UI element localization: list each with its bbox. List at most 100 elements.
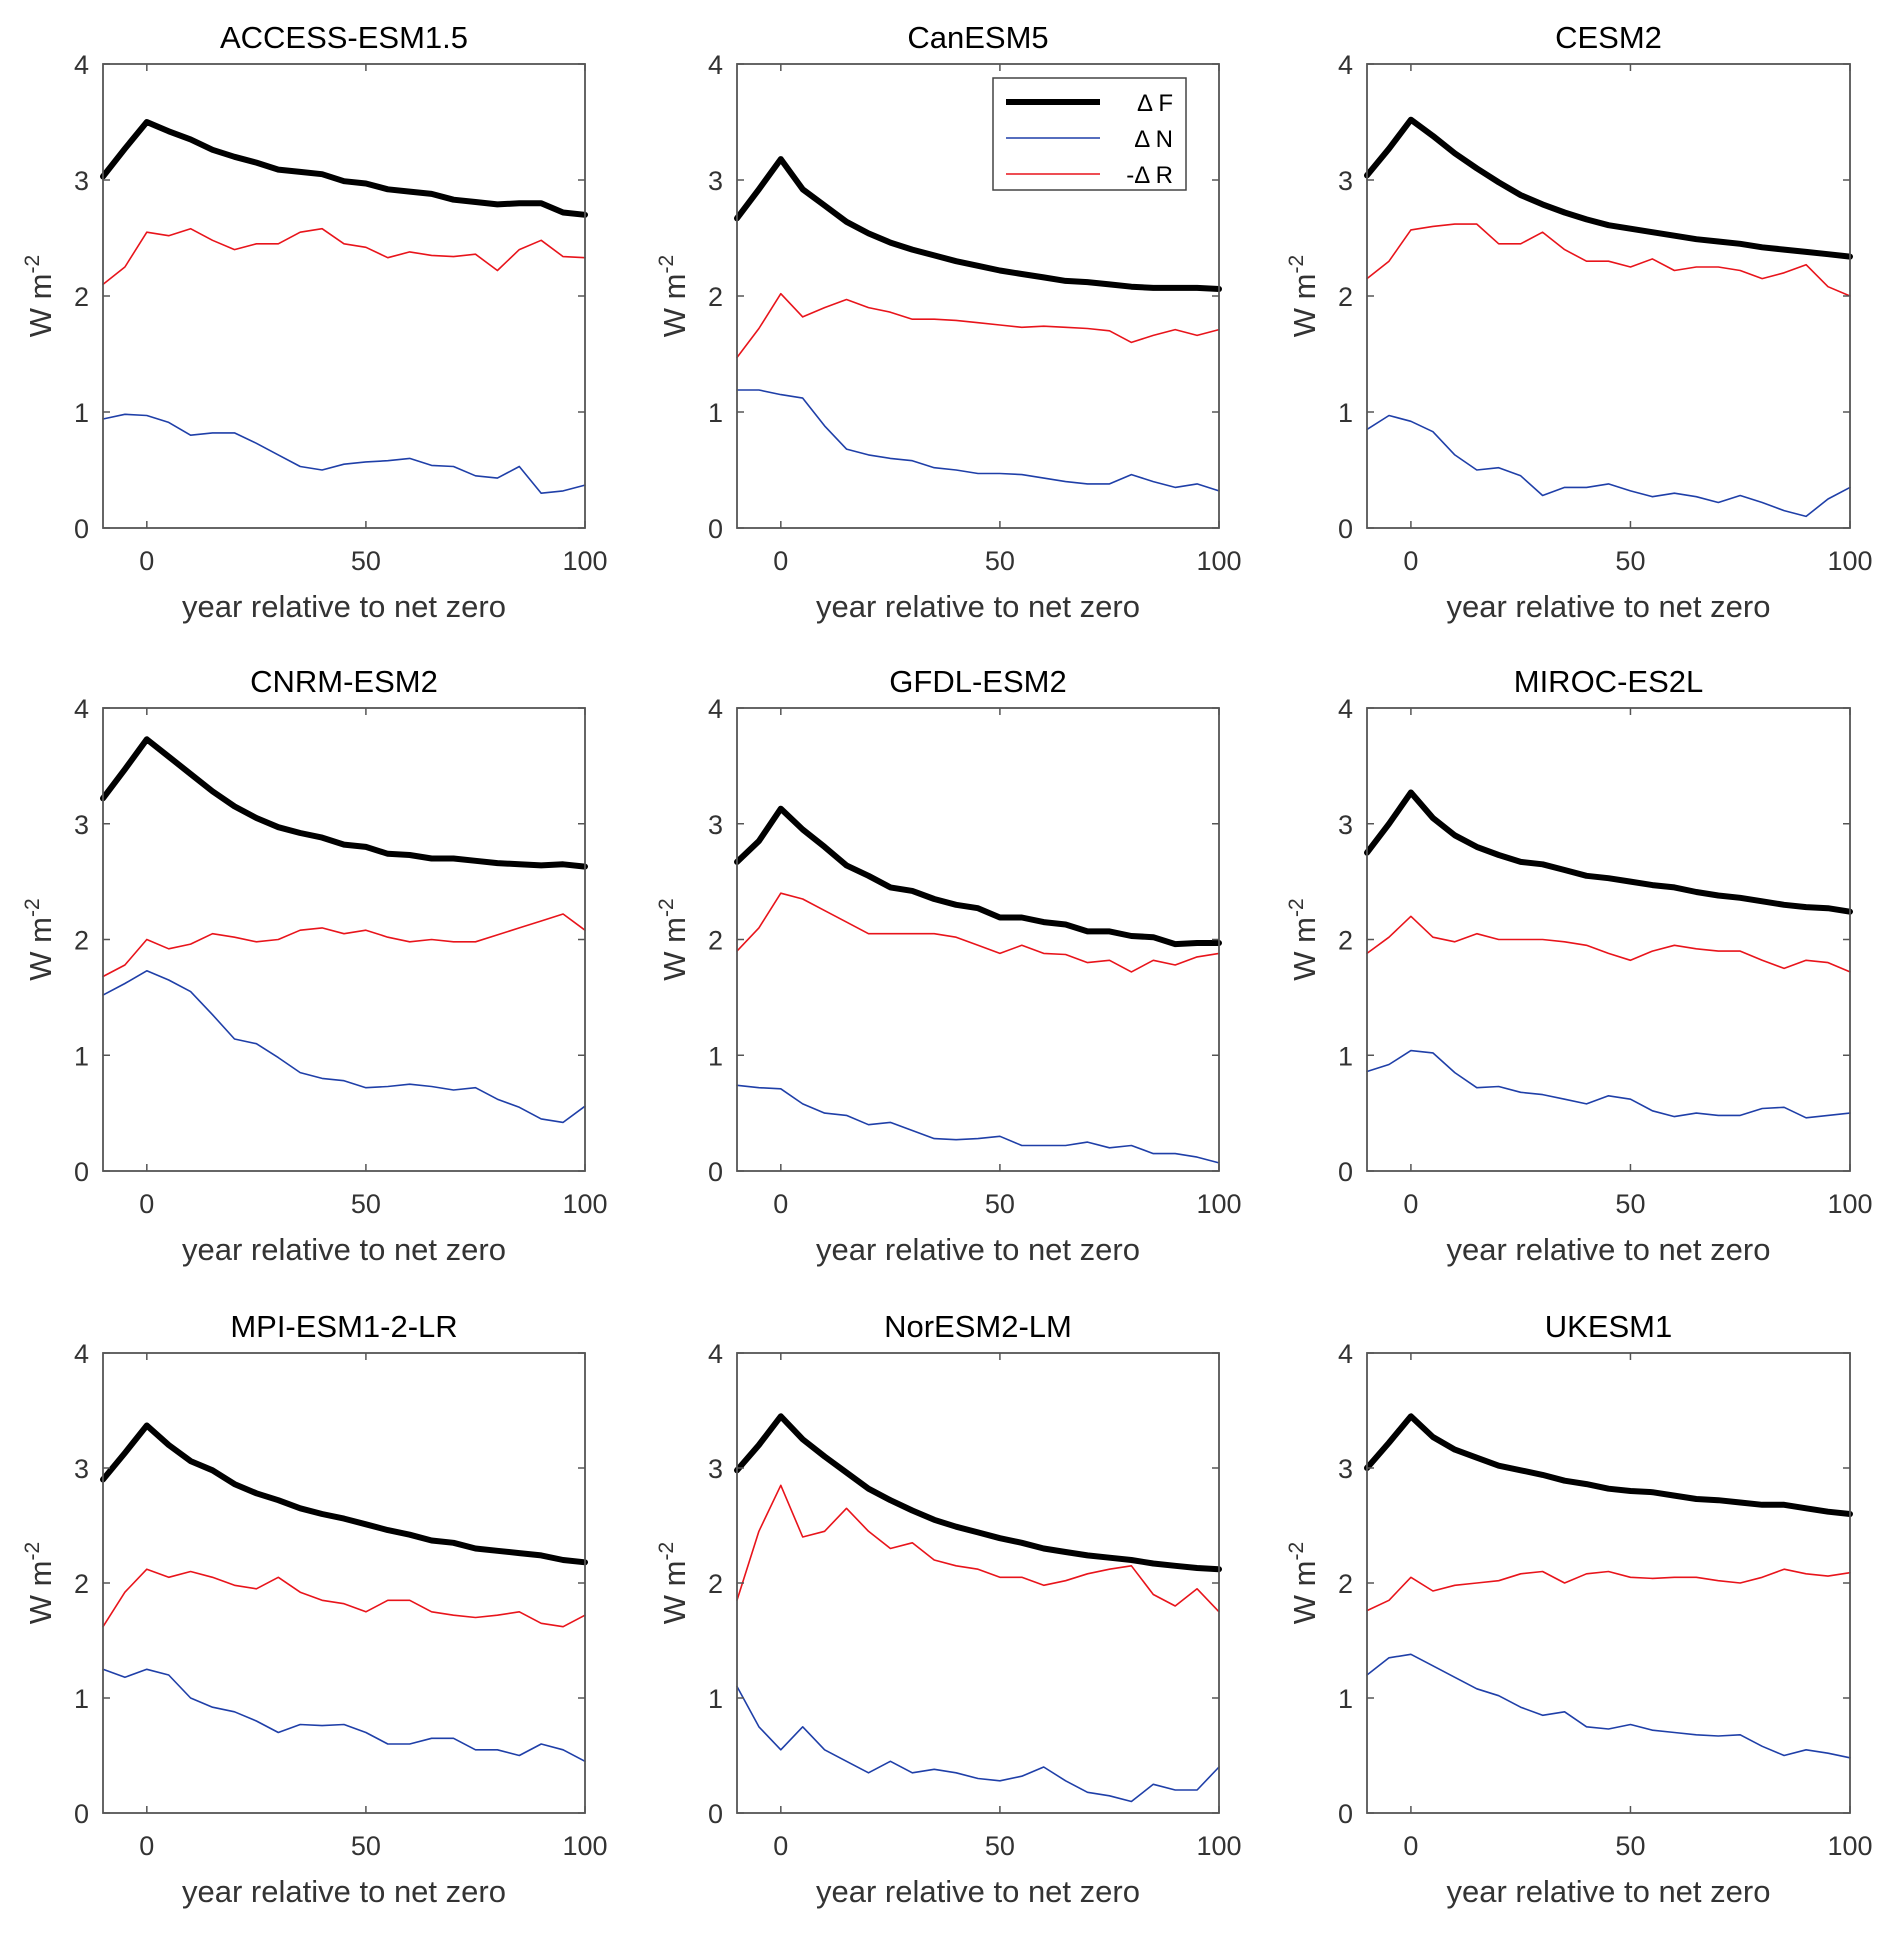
axes-frame <box>102 1352 586 1814</box>
x-tick-label: 50 <box>351 1831 381 1861</box>
y-tick-label: 1 <box>708 398 723 428</box>
y-axis-label-unit: W m <box>657 1560 692 1624</box>
y-axis-label: W m-2 <box>21 898 58 980</box>
y-axis-label-unit: W m <box>23 917 58 981</box>
x-tick-label: 0 <box>139 1831 154 1861</box>
y-axis-label: W m-2 <box>21 1542 58 1624</box>
series-line-delta-n <box>736 1685 1220 1803</box>
series-line-minus-delta-r <box>1366 915 1851 973</box>
x-axis-label: year relative to net zero <box>816 1874 1140 1909</box>
panel-access-esm1.5: ACCESS-ESM1.5 0 1 2 3 4 0 50 100 year relative to… <box>21 20 608 624</box>
panel-title: CanESM5 <box>907 20 1048 55</box>
panel-mpi-esm1-2-lr: MPI-ESM1-2-LR 0 1 2 3 4 0 50 100 year relative to… <box>21 1309 608 1909</box>
y-axis-label: W m-2 <box>655 1542 692 1624</box>
y-tick-label: 2 <box>708 282 723 312</box>
y-tick-label: 0 <box>708 1799 723 1829</box>
series-line-delta-n <box>102 413 586 495</box>
y-tick-label: 4 <box>708 694 723 724</box>
y-axis-label-unit: W m <box>23 273 58 337</box>
panel-title: MIROC-ES2L <box>1514 664 1703 699</box>
series-line-delta-f <box>1364 789 1853 915</box>
y-tick-label: 3 <box>1338 810 1353 840</box>
y-tick-label: 1 <box>708 1041 723 1071</box>
y-tick-label: 3 <box>1338 166 1353 196</box>
y-tick-label: 1 <box>708 1684 723 1714</box>
x-axis-label: year relative to net zero <box>816 1232 1140 1267</box>
y-axis-label-unit: W m <box>23 1560 58 1624</box>
x-tick-label: 0 <box>139 546 154 576</box>
series-line-delta-n <box>736 389 1220 492</box>
y-tick-label: 3 <box>708 810 723 840</box>
x-tick-label: 100 <box>1196 1831 1241 1861</box>
y-tick-label: 4 <box>1338 50 1353 80</box>
x-tick-label: 50 <box>351 546 381 576</box>
axes-frame <box>102 707 586 1172</box>
series-line-delta-f <box>734 156 1222 292</box>
y-tick-label: 3 <box>708 1454 723 1484</box>
y-axis-label: W m-2 <box>655 255 692 337</box>
legend-label: Δ N <box>1134 126 1173 153</box>
series-line-minus-delta-r <box>736 1484 1220 1613</box>
axes-frame <box>1366 707 1851 1172</box>
y-axis-label-exponent: -2 <box>21 255 44 274</box>
y-tick-label: 4 <box>1338 694 1353 724</box>
y-tick-label: 4 <box>1338 1339 1353 1369</box>
panel-ukesm1: UKESM1 0 1 2 3 4 0 50 100 year relative to net ze… <box>1285 1309 1873 1909</box>
y-axis-label-unit: W m <box>1287 917 1322 981</box>
x-tick-label: 50 <box>1615 1189 1645 1219</box>
panel-title: CNRM-ESM2 <box>250 664 438 699</box>
x-tick-label: 0 <box>773 1189 788 1219</box>
x-tick-label: 50 <box>1615 546 1645 576</box>
x-tick-label: 100 <box>1827 1189 1872 1219</box>
x-tick-label: 0 <box>1403 1189 1418 1219</box>
y-tick-label: 1 <box>74 1684 89 1714</box>
y-axis-label-unit: W m <box>657 273 692 337</box>
y-axis-label: W m-2 <box>1285 1542 1322 1624</box>
y-axis-label-unit: W m <box>1287 273 1322 337</box>
panel-title: MPI-ESM1-2-LR <box>230 1309 457 1344</box>
x-tick-label: 100 <box>562 546 607 576</box>
axes-frame <box>1366 63 1851 529</box>
y-tick-label: 2 <box>708 926 723 956</box>
y-tick-label: 0 <box>74 514 89 544</box>
y-axis-label-unit: W m <box>1287 1560 1322 1624</box>
y-tick-label: 4 <box>708 1339 723 1369</box>
y-tick-label: 4 <box>74 694 89 724</box>
y-tick-label: 1 <box>1338 1041 1353 1071</box>
y-tick-label: 4 <box>74 1339 89 1369</box>
y-tick-label: 2 <box>74 926 89 956</box>
y-tick-label: 1 <box>74 1041 89 1071</box>
x-tick-label: 50 <box>985 546 1015 576</box>
y-axis-label-unit: W m <box>657 917 692 981</box>
panel-canesm5: CanESM5 0 1 2 3 4 0 50 100 year relative to net z… <box>655 20 1242 624</box>
y-tick-label: 2 <box>74 1569 89 1599</box>
series-line-delta-f <box>100 1422 588 1566</box>
x-axis-label: year relative to net zero <box>816 589 1140 624</box>
series-line-minus-delta-r <box>1366 1568 1851 1612</box>
legend-label: -Δ R <box>1126 162 1173 189</box>
x-axis-label: year relative to net zero <box>182 1232 506 1267</box>
series-line-delta-f <box>734 1413 1222 1573</box>
x-axis-label: year relative to net zero <box>182 1874 506 1909</box>
x-axis-label: year relative to net zero <box>1447 589 1771 624</box>
y-axis-label-exponent: -2 <box>655 1542 678 1561</box>
y-tick-label: 0 <box>1338 1157 1353 1187</box>
panel-cesm2: CESM2 0 1 2 3 4 0 50 100 year relative to net zer… <box>1285 20 1873 624</box>
y-axis-label-exponent: -2 <box>1285 1542 1308 1561</box>
y-tick-label: 3 <box>74 810 89 840</box>
y-tick-label: 2 <box>1338 1569 1353 1599</box>
series-line-delta-f <box>734 805 1222 948</box>
panel-noresm2-lm: NorESM2-LM 0 1 2 3 4 0 50 100 year relative to ne… <box>655 1309 1242 1909</box>
y-axis-label-exponent: -2 <box>1285 898 1308 917</box>
y-tick-label: 2 <box>74 282 89 312</box>
axes-frame <box>736 1352 1220 1814</box>
x-tick-label: 50 <box>1615 1831 1645 1861</box>
y-tick-label: 1 <box>1338 1684 1353 1714</box>
axes-frame <box>1366 1352 1851 1814</box>
series-line-minus-delta-r <box>102 1568 586 1628</box>
x-tick-label: 0 <box>1403 1831 1418 1861</box>
series-line-minus-delta-r <box>736 292 1220 359</box>
y-tick-label: 2 <box>1338 926 1353 956</box>
series-line-minus-delta-r <box>102 913 586 978</box>
